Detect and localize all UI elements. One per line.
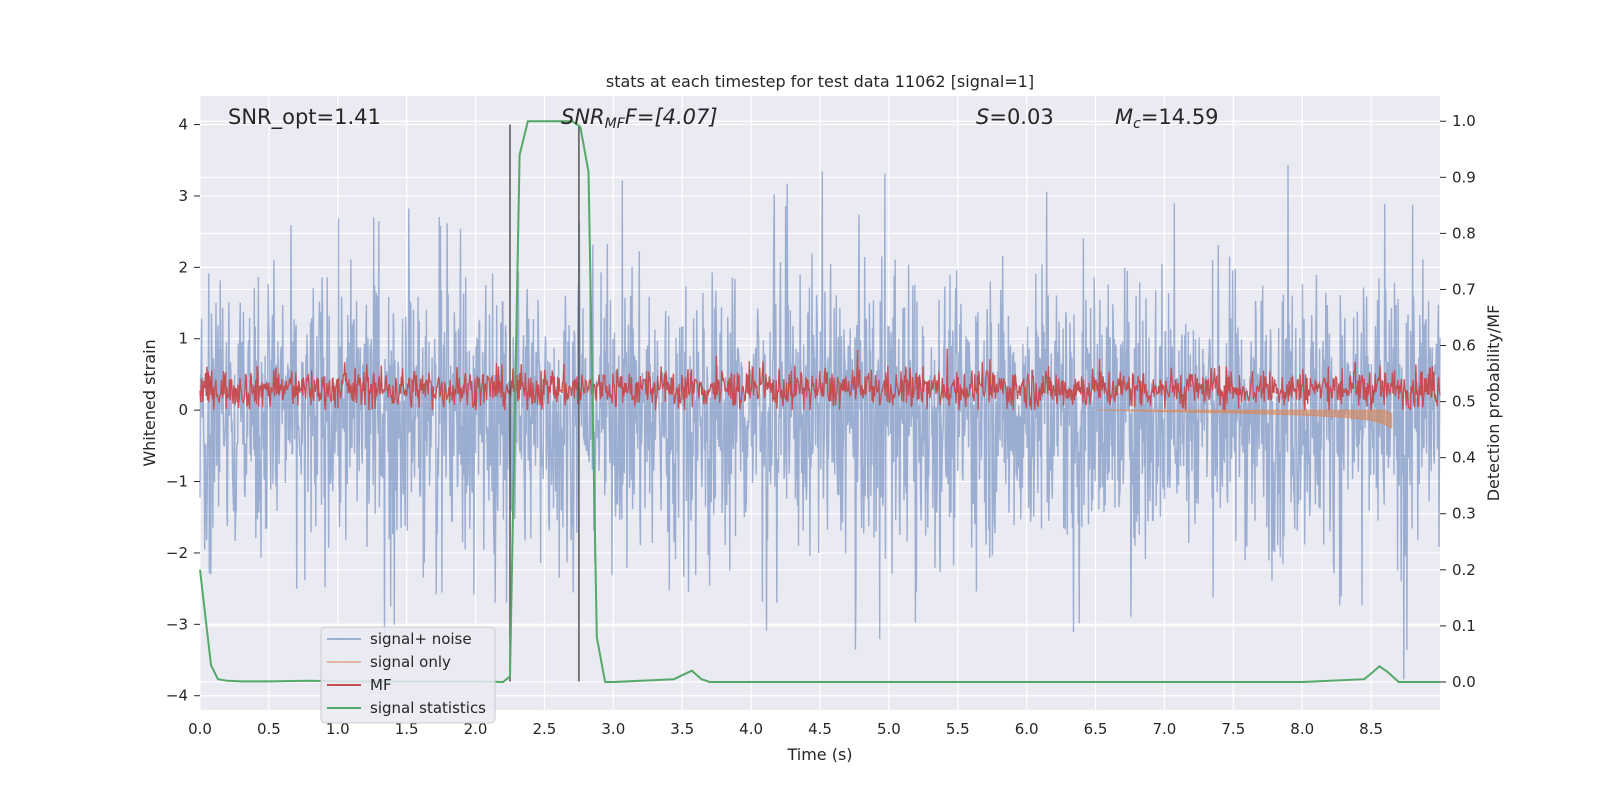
legend-label-signal-noise: signal+ noise	[370, 630, 472, 648]
y-tick-label-0: −4	[166, 687, 188, 705]
annotation-mc: Mc=14.59	[1115, 105, 1219, 132]
y-right-tick-labels: 0.0 0.1 0.2 0.3 0.4 0.5 0.6 0.7 0.8 0.9 1.0	[1440, 112, 1476, 691]
y-right-tick-label-9: 0.9	[1452, 168, 1476, 186]
x-tick-label-12: 6.0	[1015, 720, 1039, 738]
x-tick-label-13: 6.5	[1084, 720, 1108, 738]
y-tick-label-3: −1	[166, 473, 188, 491]
y-right-tick-label-6: 0.6	[1452, 337, 1476, 355]
y-right-tick-label-10: 1.0	[1452, 112, 1476, 130]
annotation-s: S=0.03	[976, 105, 1054, 129]
y-tick-label-7: 3	[178, 187, 188, 205]
s-rest: =0.03	[989, 105, 1053, 129]
legend-label-signal-only: signal only	[370, 653, 451, 671]
snr-mf-main: SNR	[561, 105, 605, 129]
s-main: S	[976, 105, 989, 129]
mc-rest: =14.59	[1141, 105, 1219, 129]
x-tick-label-7: 3.5	[670, 720, 694, 738]
y-tick-label-6: 2	[178, 258, 188, 276]
stat-layer	[199, 120, 1440, 684]
series-signal-statistics	[199, 120, 1440, 684]
snr-mf-sub: MF	[605, 116, 626, 132]
y-right-tick-label-8: 0.8	[1452, 224, 1476, 242]
legend-box	[320, 626, 496, 724]
snr-mf-rest: F=[4.07]	[625, 105, 718, 129]
y-right-tick-label-5: 0.5	[1452, 393, 1476, 411]
annotation-snr-opt: SNR_opt=1.41	[228, 105, 381, 130]
x-tick-label-6: 3.0	[601, 720, 625, 738]
y-tick-label-8: 4	[178, 116, 188, 134]
y-right-tick-label-3: 0.3	[1452, 505, 1476, 523]
x-tick-label-9: 4.5	[808, 720, 832, 738]
x-tick-label-10: 5.0	[877, 720, 901, 738]
y-right-tick-label-7: 0.7	[1452, 280, 1476, 298]
x-tick-label-3: 1.5	[395, 720, 419, 738]
y-tick-labels: −4 −3 −2 −1 0 1 2 3 4	[166, 116, 200, 705]
y-right-axis-label: Detection probability/MF	[1484, 305, 1503, 502]
legend-label-signal-statistics: signal statistics	[370, 699, 486, 717]
vlines	[509, 124, 580, 682]
annotation-snr-mf: SNRMFF=[4.07]	[561, 105, 718, 132]
x-tick-label-15: 7.5	[1221, 720, 1245, 738]
y-right-tick-label-0: 0.0	[1452, 673, 1476, 691]
mc-sub: c	[1133, 116, 1141, 132]
x-tick-label-4: 2.0	[464, 720, 488, 738]
mc-main: M	[1115, 105, 1133, 129]
y-tick-label-2: −2	[166, 544, 188, 562]
legend: signal+ noise signal only MF signal stat…	[320, 626, 496, 724]
x-tick-label-16: 8.0	[1290, 720, 1314, 738]
x-tick-label-1: 0.5	[257, 720, 281, 738]
x-tick-labels: 0.0 0.5 1.0 1.5 2.0 2.5 3.0 3.5 4.0 4.5 5.0 5.5 6.0 6…	[188, 720, 1383, 738]
series-mf	[199, 348, 1441, 411]
y-right-tick-label-4: 0.4	[1452, 449, 1476, 467]
x-tick-label-0: 0.0	[188, 720, 212, 738]
x-tick-label-8: 4.0	[739, 720, 763, 738]
y-right-tick-label-2: 0.2	[1452, 561, 1476, 579]
legend-label-mf: MF	[370, 676, 392, 694]
x-tick-label-17: 8.5	[1359, 720, 1383, 738]
x-tick-label-5: 2.5	[533, 720, 557, 738]
series-signal-only	[1095, 409, 1393, 429]
y-tick-label-4: 0	[178, 401, 188, 419]
x-tick-label-14: 7.0	[1153, 720, 1177, 738]
chart-title: stats at each timestep for test data 110…	[606, 72, 1034, 91]
y-right-tick-label-1: 0.1	[1452, 617, 1476, 635]
y-tick-label-5: 1	[178, 330, 188, 348]
y-axis-label: Whitened strain	[140, 339, 159, 466]
x-tick-label-11: 5.5	[946, 720, 970, 738]
x-tick-label-2: 1.0	[326, 720, 350, 738]
y-tick-label-1: −3	[166, 615, 188, 633]
x-axis-label: Time (s)	[786, 745, 852, 764]
series-layer	[199, 164, 1441, 680]
